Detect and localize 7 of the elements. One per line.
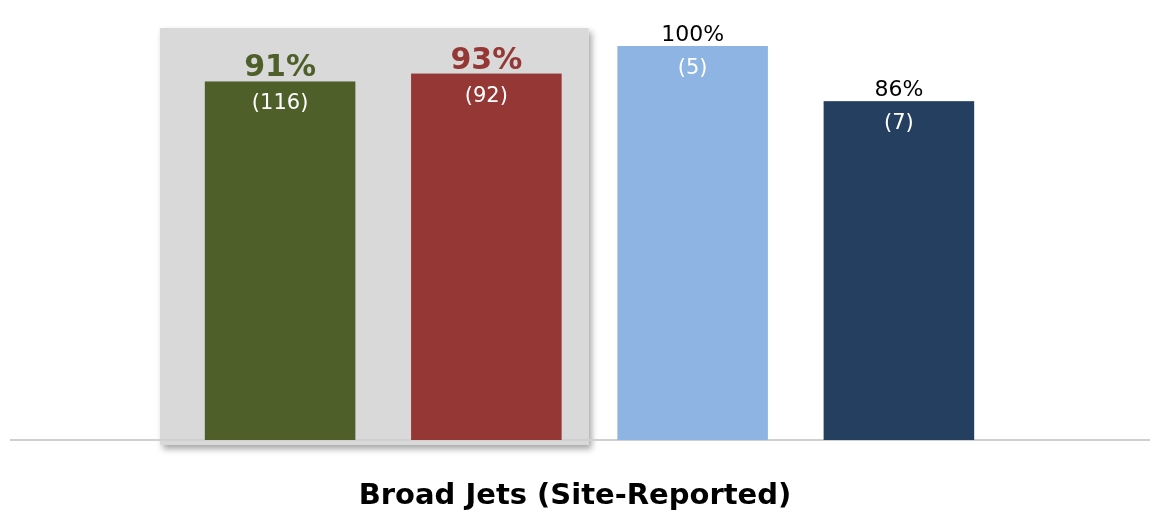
data-label: 86% (7): [874, 76, 924, 135]
data-label: 100% (5): [661, 21, 725, 79]
data-label: 91% (116): [244, 48, 317, 115]
data-label: 93% (92): [450, 40, 523, 107]
x-axis-title: Broad Jets (Site-Reported): [358, 477, 792, 511]
bar: [823, 101, 975, 440]
bar: [617, 46, 768, 440]
